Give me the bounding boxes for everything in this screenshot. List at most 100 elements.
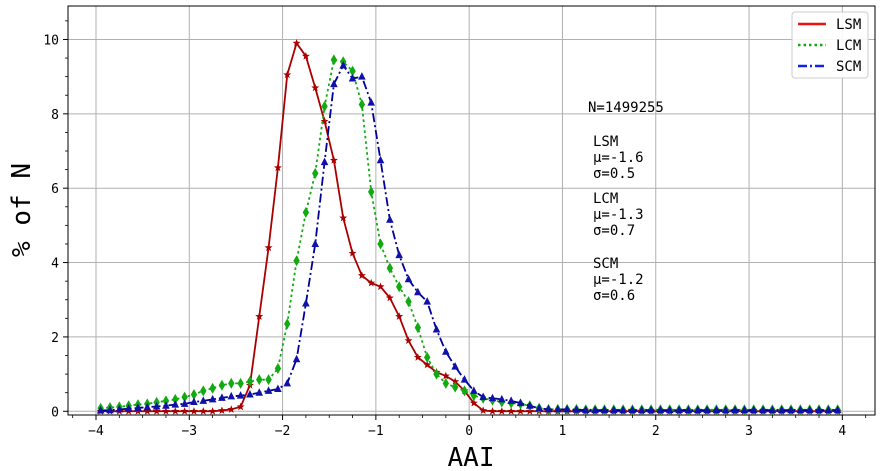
data-point-lsm — [423, 360, 432, 369]
data-point-lsm — [497, 407, 506, 415]
data-point-scm — [404, 274, 413, 283]
x-tick-label: −3 — [181, 424, 197, 439]
data-point-scm — [96, 406, 105, 414]
lsm-stats-sigma: σ=0.5 — [593, 166, 635, 182]
data-point-lcm — [358, 99, 366, 111]
legend: LSM LCM SCM — [791, 11, 869, 79]
data-point-lsm — [348, 249, 357, 257]
data-point-lsm — [395, 312, 404, 320]
data-point-scm — [479, 392, 487, 401]
data-point-scm — [171, 400, 180, 408]
data-point-scm — [675, 405, 683, 414]
data-point-scm — [208, 394, 217, 403]
data-point-lsm — [441, 371, 450, 380]
data-point-lsm — [311, 83, 320, 92]
data-point-lcm — [386, 262, 394, 274]
data-point-scm — [591, 405, 599, 414]
x-tick-label: −4 — [88, 424, 104, 439]
data-point-scm — [134, 403, 142, 411]
data-point-lsm — [236, 402, 245, 411]
data-point-lsm — [161, 407, 170, 415]
data-point-lsm — [283, 70, 292, 79]
data-point-scm — [684, 405, 693, 414]
data-point-scm — [759, 405, 767, 414]
data-point-lcm — [284, 318, 291, 330]
x-tick-label: −2 — [275, 424, 291, 439]
scm-stats-sigma: σ=0.6 — [593, 288, 635, 304]
data-point-scm — [190, 397, 198, 405]
y-tick-label: 4 — [51, 257, 59, 272]
data-point-scm — [423, 297, 431, 305]
grid-lines — [68, 6, 875, 415]
data-point-scm — [526, 401, 534, 409]
data-point-lsm — [413, 353, 422, 361]
data-point-lsm — [488, 407, 497, 415]
legend-label-lsm: LSM — [836, 17, 861, 33]
y-tick-label: 8 — [51, 108, 59, 123]
data-point-scm — [637, 405, 646, 414]
data-point-lsm — [469, 398, 478, 407]
data-point-scm — [106, 405, 114, 414]
y-axis-label: % of N — [7, 163, 37, 257]
data-point-lsm — [217, 406, 226, 414]
data-point-lsm — [479, 406, 488, 414]
data-point-lcm — [461, 385, 468, 397]
data-point-scm — [488, 393, 497, 402]
y-tick-label: 0 — [51, 405, 59, 420]
data-point-scm — [535, 403, 543, 412]
data-point-lsm — [357, 271, 366, 279]
data-point-lcm — [209, 382, 216, 394]
data-point-lcm — [190, 389, 198, 401]
data-point-lcm — [256, 374, 263, 386]
data-point-lsm — [320, 117, 329, 125]
data-point-lcm — [274, 363, 282, 375]
data-point-scm — [395, 250, 403, 259]
scm-stats-name: SCM — [593, 256, 618, 272]
data-point-scm — [824, 405, 833, 414]
data-point-scm — [143, 402, 152, 411]
data-point-lcm — [312, 167, 319, 179]
data-point-scm — [451, 362, 459, 370]
data-point-lsm — [301, 52, 310, 60]
data-point-lsm — [180, 407, 189, 415]
data-point-scm — [339, 60, 348, 69]
data-point-scm — [572, 405, 581, 413]
data-point-lcm — [405, 296, 412, 308]
data-point-scm — [162, 401, 170, 409]
data-point-scm — [516, 398, 525, 407]
data-point-lcm — [414, 322, 422, 334]
data-point-scm — [712, 405, 721, 414]
lsm-stats-name: LSM — [593, 134, 618, 150]
data-point-lsm — [189, 407, 198, 415]
data-point-lsm — [385, 293, 394, 302]
data-point-lcm — [321, 100, 328, 112]
data-point-scm — [264, 386, 273, 394]
legend-box — [791, 11, 869, 79]
data-point-lcm — [330, 54, 338, 66]
plot-frame — [67, 5, 876, 416]
data-point-lcm — [442, 377, 450, 389]
data-point-lsm — [152, 407, 161, 415]
data-point-lcm — [377, 238, 384, 250]
data-point-scm — [507, 396, 515, 404]
data-point-scm — [609, 405, 618, 414]
y-tick-label: 10 — [43, 33, 59, 48]
data-point-lsm — [367, 278, 376, 287]
lsm-stats-mu: μ=-1.6 — [593, 150, 644, 166]
data-point-scm — [470, 386, 478, 394]
data-point-scm — [768, 405, 777, 414]
data-point-scm — [749, 405, 758, 414]
data-point-scm — [581, 405, 590, 414]
data-point-lsm — [199, 407, 208, 415]
data-point-scm — [656, 405, 665, 414]
data-point-scm — [292, 354, 301, 363]
data-point-lcm — [349, 65, 356, 77]
data-point-scm — [152, 401, 161, 410]
data-point-scm — [199, 396, 208, 404]
data-point-lsm — [516, 407, 525, 415]
data-point-scm — [498, 394, 506, 403]
data-point-lsm — [143, 407, 152, 415]
data-point-scm — [442, 347, 450, 355]
data-point-scm — [376, 155, 385, 164]
data-point-scm — [246, 390, 254, 398]
